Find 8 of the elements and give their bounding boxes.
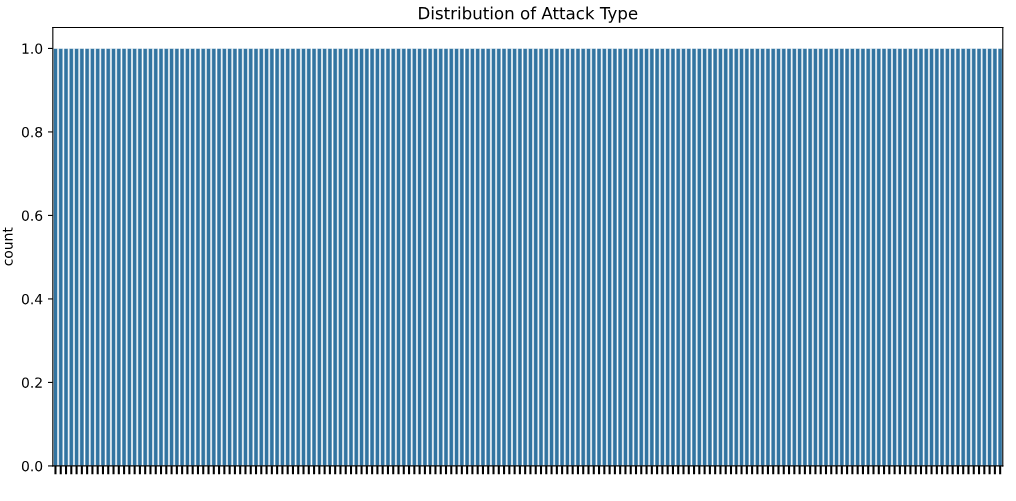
y-axis-title: count <box>2 227 13 266</box>
y-tick-label: 0.0 <box>21 460 43 472</box>
y-tick-label: 0.8 <box>21 126 43 138</box>
y-tick-label: 1.0 <box>22 43 43 54</box>
chart-title: Distribution of Attack Type <box>419 6 638 23</box>
y-tick-label: 0.6 <box>21 210 43 221</box>
y-tick-label: 0.4 <box>21 293 43 305</box>
y-tick-label: 0.2 <box>21 377 42 388</box>
